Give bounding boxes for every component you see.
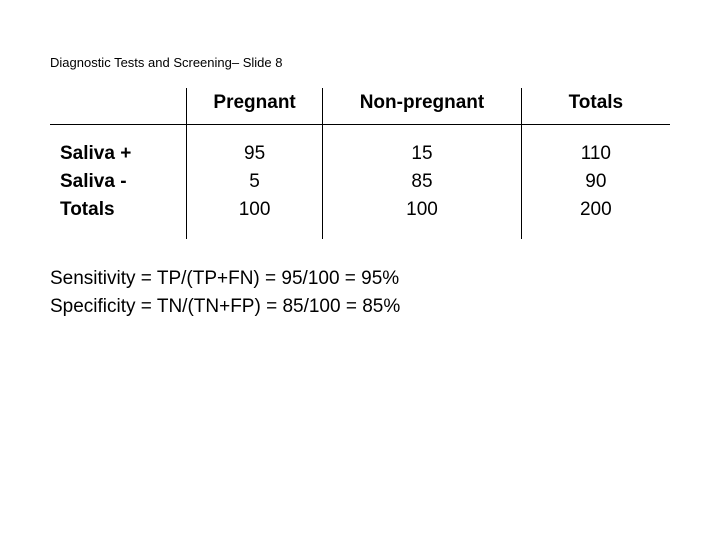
- cell: 100: [186, 196, 322, 239]
- col-header-pregnant: Pregnant: [186, 88, 322, 125]
- row-label: Totals: [50, 196, 186, 239]
- slide-label: Diagnostic Tests and Screening– Slide 8: [50, 55, 670, 70]
- specificity-formula: Specificity = TN/(TN+FP) = 85/100 = 85%: [50, 293, 670, 321]
- cell: 15: [323, 125, 521, 169]
- col-header-blank: [50, 88, 186, 125]
- cell: 5: [186, 168, 322, 196]
- contingency-table: Pregnant Non-pregnant Totals Saliva + 95…: [50, 88, 670, 239]
- cell: 110: [521, 125, 670, 169]
- col-header-totals: Totals: [521, 88, 670, 125]
- cell: 90: [521, 168, 670, 196]
- formulas-block: Sensitivity = TP/(TP+FN) = 95/100 = 95% …: [50, 265, 670, 320]
- table-row: Totals 100 100 200: [50, 196, 670, 239]
- cell: 200: [521, 196, 670, 239]
- cell: 100: [323, 196, 521, 239]
- table-row: Saliva + 95 15 110: [50, 125, 670, 169]
- table-header-row: Pregnant Non-pregnant Totals: [50, 88, 670, 125]
- row-label: Saliva +: [50, 125, 186, 169]
- table-row: Saliva - 5 85 90: [50, 168, 670, 196]
- row-label: Saliva -: [50, 168, 186, 196]
- sensitivity-formula: Sensitivity = TP/(TP+FN) = 95/100 = 95%: [50, 265, 670, 293]
- cell: 85: [323, 168, 521, 196]
- col-header-nonpregnant: Non-pregnant: [323, 88, 521, 125]
- cell: 95: [186, 125, 322, 169]
